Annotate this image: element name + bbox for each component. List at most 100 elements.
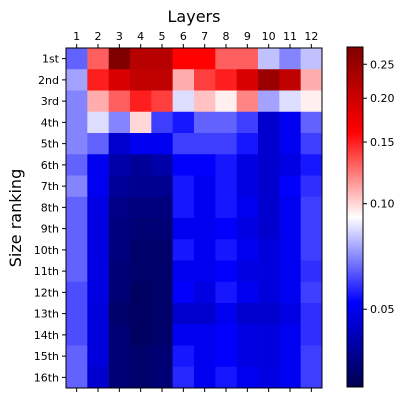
x-tick-label: 1 bbox=[73, 30, 80, 43]
y-tick-label: 10th bbox=[34, 244, 59, 257]
plot-frame bbox=[65, 47, 323, 389]
heatmap-cell bbox=[300, 69, 323, 91]
heatmap-cell bbox=[108, 345, 131, 368]
y-tick-label: 16th bbox=[34, 371, 59, 384]
heatmap-cell bbox=[87, 366, 109, 389]
heatmap-cell bbox=[172, 345, 195, 368]
heatmap-cell bbox=[87, 218, 109, 240]
heatmap-cell bbox=[130, 196, 152, 219]
heatmap-cell bbox=[172, 133, 195, 155]
y-tick-label: 13th bbox=[34, 308, 59, 321]
heatmap-cell bbox=[279, 260, 301, 283]
heatmap-cell bbox=[151, 281, 173, 304]
heatmap-cell bbox=[66, 154, 88, 176]
heatmap-cell bbox=[87, 303, 109, 325]
heatmap-cell bbox=[194, 154, 216, 176]
heatmap-cell bbox=[300, 281, 323, 304]
heatmap-cell bbox=[236, 281, 259, 304]
colorbar-tick-label: 0.20 bbox=[370, 92, 395, 105]
heatmap-cell bbox=[108, 303, 131, 325]
heatmap-cell bbox=[108, 239, 131, 261]
heatmap-cell bbox=[87, 324, 109, 346]
heatmap-cell bbox=[258, 196, 280, 219]
x-tick-label: 2 bbox=[95, 30, 102, 43]
heatmap-cell bbox=[151, 324, 173, 346]
heatmap-cell bbox=[130, 281, 152, 304]
heatmap-cell bbox=[300, 218, 323, 240]
heatmap-cell bbox=[66, 239, 88, 261]
heatmap-cell bbox=[215, 111, 237, 134]
heatmap-cell bbox=[236, 69, 259, 91]
heatmap-cell bbox=[258, 345, 280, 368]
heatmap-cell bbox=[172, 196, 195, 219]
heatmap-cell bbox=[66, 260, 88, 283]
heatmap-cell bbox=[300, 90, 323, 113]
heatmap-cell bbox=[172, 90, 195, 113]
x-tick-label: 3 bbox=[116, 30, 123, 43]
heatmap-cell bbox=[300, 196, 323, 219]
y-tick-label: 1st bbox=[42, 53, 60, 66]
heatmap-cell bbox=[258, 260, 280, 283]
x-tick-label: 11 bbox=[283, 30, 297, 43]
heatmap-cell bbox=[130, 324, 152, 346]
heatmap-cell bbox=[87, 175, 109, 198]
heatmap-cell bbox=[151, 90, 173, 113]
colorbar-gradient bbox=[346, 46, 364, 388]
heatmap-cell bbox=[236, 345, 259, 368]
heatmap-cell bbox=[108, 218, 131, 240]
x-axis-ticks: 1 2 3 4 5 6 7 8 9 10 11 12 bbox=[73, 30, 318, 392]
heatmap-cell bbox=[87, 111, 109, 134]
heatmap-cell bbox=[236, 260, 259, 283]
heatmap-cell bbox=[87, 133, 109, 155]
heatmap-cell bbox=[300, 260, 323, 283]
heatmap-cell bbox=[258, 175, 280, 198]
y-tick-label: 15th bbox=[34, 350, 59, 363]
heatmap-cell bbox=[215, 366, 237, 389]
heatmap-cell bbox=[130, 133, 152, 155]
heatmap-cell bbox=[258, 154, 280, 176]
heatmap-cell bbox=[66, 218, 88, 240]
heatmap-cell bbox=[172, 303, 195, 325]
heatmap-cell bbox=[108, 111, 131, 134]
heatmap-cell bbox=[130, 345, 152, 368]
heatmap-cell bbox=[151, 345, 173, 368]
heatmap-cell bbox=[66, 69, 88, 91]
heatmap-cell bbox=[66, 111, 88, 134]
y-tick-label: 2nd bbox=[38, 74, 59, 87]
y-tick-label: 14th bbox=[34, 329, 59, 342]
heatmap-cell bbox=[194, 175, 216, 198]
heatmap-cell bbox=[236, 90, 259, 113]
heatmap-cell bbox=[194, 218, 216, 240]
heatmap-cell bbox=[279, 324, 301, 346]
heatmap-cell bbox=[151, 239, 173, 261]
heatmap-cell bbox=[215, 345, 237, 368]
heatmap-cell bbox=[108, 48, 131, 70]
heatmap-cell bbox=[130, 154, 152, 176]
heatmap-cell bbox=[108, 133, 131, 155]
heatmap-cell bbox=[66, 175, 88, 198]
heatmap-cell bbox=[194, 345, 216, 368]
heatmap-cells bbox=[66, 48, 323, 389]
heatmap-cell bbox=[151, 196, 173, 219]
colorbar-tick-label: 0.05 bbox=[370, 303, 395, 316]
heatmap-cell bbox=[258, 218, 280, 240]
y-tick-label: 4th bbox=[41, 116, 59, 129]
heatmap-cell bbox=[258, 69, 280, 91]
heatmap-cell bbox=[172, 48, 195, 70]
heatmap-cell bbox=[236, 366, 259, 389]
colorbar-tick-label: 0.25 bbox=[370, 58, 395, 71]
colorbar: 0.05 0.10 0.15 0.20 0.25 bbox=[346, 46, 395, 388]
y-axis-label: Size ranking bbox=[6, 169, 25, 267]
heatmap-cell bbox=[66, 366, 88, 389]
heatmap-cell bbox=[66, 324, 88, 346]
heatmap-cell bbox=[215, 281, 237, 304]
heatmap-cell bbox=[151, 366, 173, 389]
heatmap-cell bbox=[258, 133, 280, 155]
heatmap-cell bbox=[236, 175, 259, 198]
heatmap-cell bbox=[130, 303, 152, 325]
heatmap-cell bbox=[172, 154, 195, 176]
heatmap-cell bbox=[279, 48, 301, 70]
heatmap-cell bbox=[194, 111, 216, 134]
x-tick-label: 4 bbox=[137, 30, 144, 43]
